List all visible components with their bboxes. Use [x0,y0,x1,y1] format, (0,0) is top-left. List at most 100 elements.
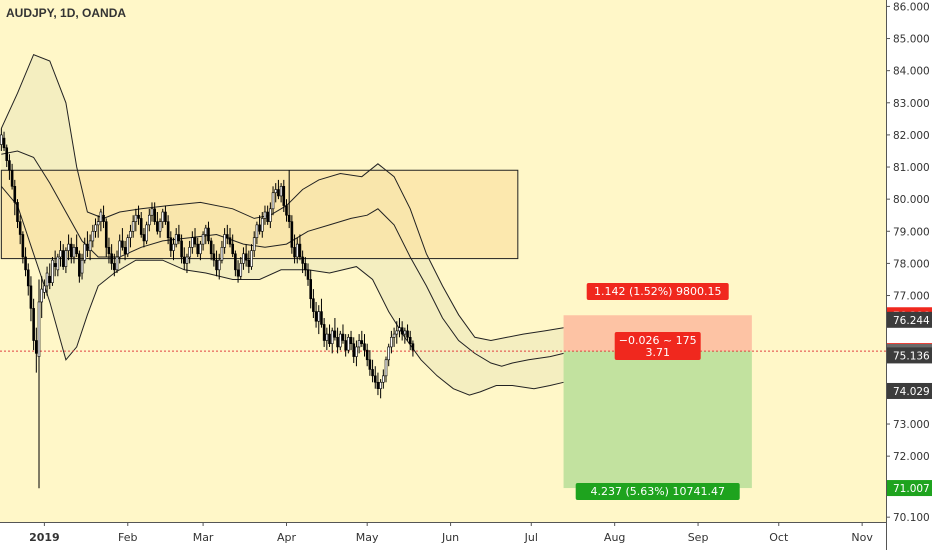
price-axis[interactable] [886,0,932,550]
candle-body[interactable] [384,359,388,377]
candle-body[interactable] [29,285,33,309]
candle-body[interactable] [266,211,269,222]
candle-body[interactable] [118,240,122,258]
candle-body[interactable] [234,253,237,271]
candle-body[interactable] [69,243,73,258]
candle-body[interactable] [368,359,372,370]
candle-body[interactable] [172,243,175,251]
candle-body[interactable] [180,240,183,258]
candle-body[interactable] [129,230,132,239]
candle-body[interactable] [290,221,294,248]
candle-body[interactable] [349,336,353,345]
candle-body[interactable] [312,298,315,312]
candle-body[interactable] [220,247,224,261]
candle-body[interactable] [258,224,261,232]
time-axis[interactable] [0,522,886,550]
candle-body[interactable] [94,224,97,232]
candle-body[interactable] [158,221,162,232]
candle-body[interactable] [16,202,19,222]
candle-body[interactable] [139,218,143,235]
candle-body[interactable] [80,259,84,274]
candle-body[interactable] [408,336,412,345]
candle-body[interactable] [182,256,186,264]
candle-body[interactable] [279,186,283,197]
candle-body[interactable] [390,336,393,348]
candle-body[interactable] [271,192,275,210]
candle-body[interactable] [96,221,100,226]
candle-body[interactable] [309,279,312,300]
candle-body[interactable] [110,253,113,264]
candle-body[interactable] [392,333,396,338]
candle-body[interactable] [282,186,286,206]
candle-body[interactable] [10,169,14,187]
candle-body[interactable] [293,247,296,258]
candle-body[interactable] [18,221,22,235]
candle-body[interactable] [67,243,70,251]
candle-body[interactable] [260,218,264,232]
candle-body[interactable] [341,333,345,341]
candle-body[interactable] [252,237,256,251]
candle-body[interactable] [61,250,65,267]
candle-body[interactable] [196,243,200,255]
candle-body[interactable] [209,240,213,255]
candle-body[interactable] [115,256,119,271]
candle-body[interactable] [403,330,407,335]
candle-body[interactable] [121,240,124,248]
candle-body[interactable] [35,340,38,354]
candle-body[interactable] [53,263,57,267]
candle-body[interactable] [156,221,159,232]
candle-body[interactable] [373,375,377,383]
candle-body[interactable] [274,189,278,194]
candle-body[interactable] [400,327,404,335]
candle-body[interactable] [239,263,243,277]
candle-body[interactable] [325,333,329,341]
candle-body[interactable] [21,234,25,258]
candle-body[interactable] [330,330,334,345]
candle-body[interactable] [199,243,202,255]
candle-body[interactable] [13,186,17,203]
candle-body[interactable] [174,234,178,245]
candle-body[interactable] [277,189,280,197]
candle-body[interactable] [153,208,156,222]
candle-body[interactable] [45,272,49,287]
candle-body[interactable] [344,340,347,351]
candle-body[interactable] [2,137,6,149]
candle-body[interactable] [242,253,245,264]
candle-body[interactable] [215,259,218,271]
candle-body[interactable] [338,333,342,348]
candle-body[interactable] [357,340,361,348]
candle-body[interactable] [166,221,170,239]
candle-body[interactable] [382,375,385,383]
candle-body[interactable] [72,247,76,258]
candle-body[interactable] [26,269,30,287]
candle-body[interactable] [99,211,103,222]
candle-body[interactable] [207,227,210,242]
candle-body[interactable] [236,269,240,277]
candle-body[interactable] [131,221,135,232]
candle-body[interactable] [244,253,248,261]
candle-body[interactable] [304,263,307,271]
candle-body[interactable] [333,330,337,338]
candle-body[interactable] [147,214,151,226]
candle-body[interactable] [24,256,27,271]
candle-body[interactable] [37,301,41,357]
candle-body[interactable] [395,330,399,335]
candle-body[interactable] [193,237,197,245]
candle-body[interactable] [191,237,194,248]
candle-body[interactable] [126,237,130,255]
candle-body[interactable] [86,243,89,251]
candle-body[interactable] [102,214,105,222]
candle-body[interactable] [217,259,221,271]
candle-body[interactable] [376,381,380,389]
candle-body[interactable] [365,349,369,361]
candle-body[interactable] [223,234,226,248]
candle-body[interactable] [185,256,189,264]
candle-body[interactable] [164,211,167,222]
candle-body[interactable] [306,269,310,280]
candle-body[interactable] [287,214,291,222]
candle-body[interactable] [328,333,331,345]
candle-body[interactable] [336,336,339,348]
candle-body[interactable] [91,230,95,242]
